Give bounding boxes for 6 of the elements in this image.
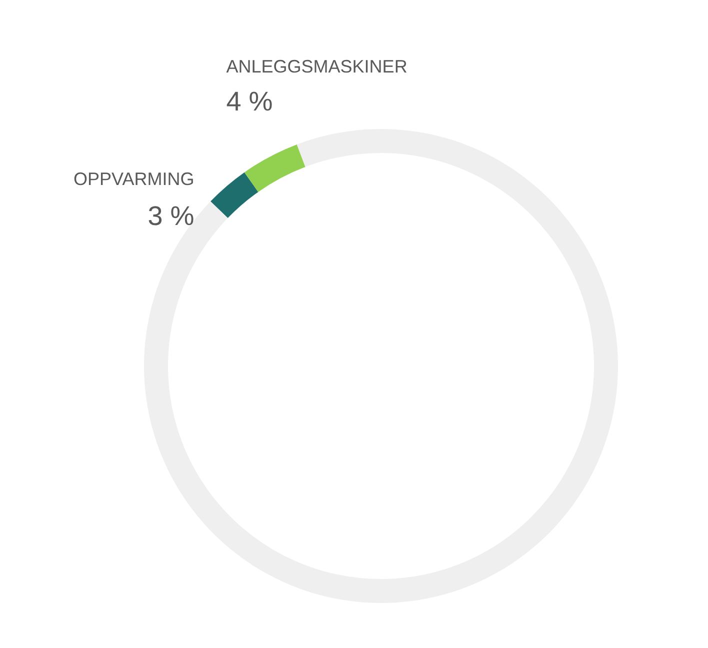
donut-slice xyxy=(210,172,258,218)
data-label: 3 % xyxy=(148,201,194,232)
data-label: 4 % xyxy=(226,86,273,117)
slice-label: OPPVARMING xyxy=(74,169,194,190)
slice-label: ANLEGGSMASKINER xyxy=(226,56,408,77)
donut-slice xyxy=(244,144,306,192)
